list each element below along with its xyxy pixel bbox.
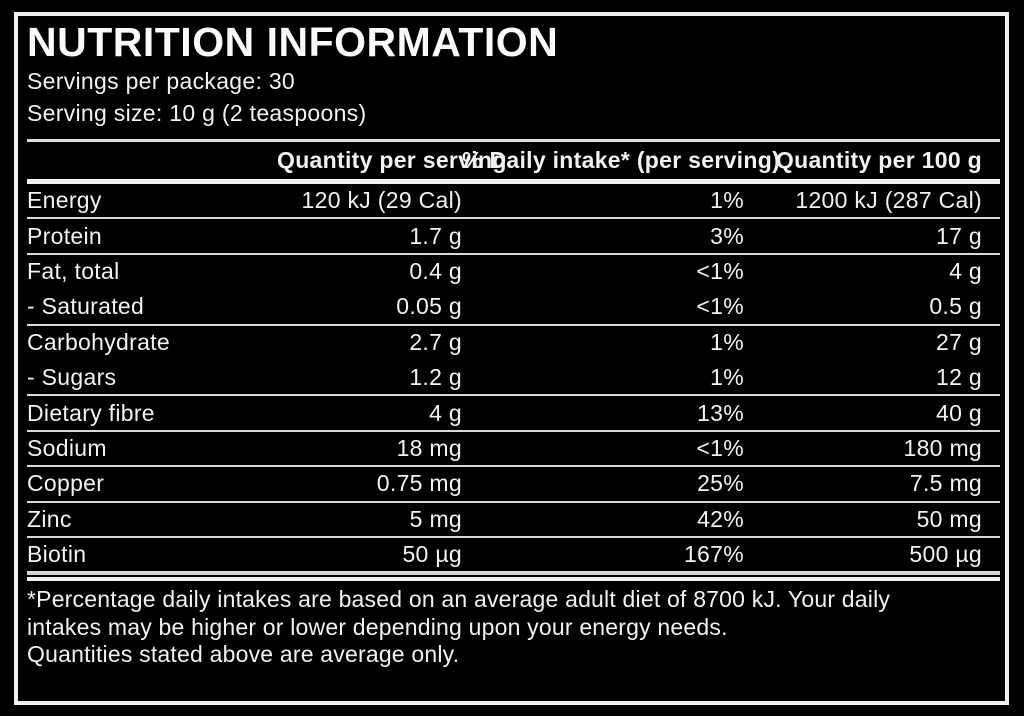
daily-intake-value: <1% [696,257,744,284]
quantity-per-100g-value: 7.5 mg [909,470,982,497]
column-header-quantity-per-100g: Quantity per 100 g [775,147,982,173]
column-header-quantity-per-serving: Quantity per serving [277,147,507,173]
quantity-per-100g-value: 17 g [936,222,982,249]
quantity-per-serving-value: 50 µg [402,541,462,568]
quantity-per-serving-value: 0.75 mg [376,470,462,497]
nutrient-name: Fat, total [27,257,120,284]
nutrition-label: NUTRITION INFORMATION Servings per packa… [14,12,1009,705]
quantity-per-serving-value: 120 kJ (29 Cal) [301,187,462,214]
nutrient-name: - Sugars [27,364,117,391]
footnote: *Percentage daily intakes are based on a… [27,586,891,668]
serving-size: Serving size: 10 g (2 teaspoons) [27,100,367,126]
daily-intake-value: 3% [710,222,744,249]
quantity-per-100g-value: 500 µg [909,541,982,568]
daily-intake-value: <1% [696,434,744,461]
quantity-per-serving-value: 1.2 g [409,364,462,391]
table-header: Quantity per serving % Daily intake* (pe… [27,142,1000,179]
table-end-rule-thin [27,573,1000,576]
table-row: Carbohydrate 2.7 g 1% 27 g [27,326,1000,361]
quantity-per-serving-value: 1.7 g [409,222,462,249]
quantity-per-100g-value: 40 g [936,399,982,426]
quantity-per-serving-value: 18 mg [396,434,462,461]
table-row: Zinc 5 mg 42% 50 mg [27,503,1000,538]
quantity-per-100g-value: 180 mg [903,434,982,461]
quantity-per-serving-value: 0.4 g [409,257,462,284]
header-bottom-rule [27,179,1000,184]
nutrient-name: - Saturated [27,293,145,320]
daily-intake-value: 25% [697,470,744,497]
table-row: Fat, total 0.4 g <1% 4 g [27,255,1000,290]
table-body: Energy 120 kJ (29 Cal) 1% 1200 kJ (287 C… [27,184,1000,574]
table-row: - Saturated 0.05 g <1% 0.5 g [27,290,1000,326]
nutrient-name: Protein [27,222,102,249]
table-end-rule [27,573,1000,582]
quantity-per-serving-value: 4 g [429,399,462,426]
nutrient-name: Energy [27,187,102,214]
table-end-rule-thick [27,577,1000,582]
quantity-per-serving-value: 2.7 g [409,328,462,355]
column-header-daily-intake: % Daily intake* (per serving) [462,147,781,173]
table-row: Energy 120 kJ (29 Cal) 1% 1200 kJ (287 C… [27,184,1000,220]
table-row: Copper 0.75 mg 25% 7.5 mg [27,467,1000,503]
table-row: Protein 1.7 g 3% 17 g [27,219,1000,255]
daily-intake-value: 1% [710,328,744,355]
table-row: Biotin 50 µg 167% 500 µg [27,538,1000,574]
daily-intake-value: 42% [697,505,744,532]
quantity-per-100g-value: 1200 kJ (287 Cal) [795,187,982,214]
quantity-per-100g-value: 4 g [949,257,982,284]
nutrient-name: Zinc [27,505,72,532]
nutrient-name: Dietary fibre [27,399,155,426]
nutrient-name: Sodium [27,434,107,461]
quantity-per-100g-value: 50 mg [916,505,982,532]
servings-per-package: Servings per package: 30 [27,68,296,94]
quantity-per-100g-value: 27 g [936,328,982,355]
nutrient-name: Copper [27,470,105,497]
quantity-per-100g-value: 0.5 g [929,293,982,320]
quantity-per-serving-value: 5 mg [409,505,462,532]
header-top-rule [27,139,1000,142]
daily-intake-value: 1% [710,187,744,214]
daily-intake-value: 13% [697,399,744,426]
daily-intake-value: 167% [683,541,744,568]
daily-intake-value: 1% [710,364,744,391]
nutrient-name: Biotin [27,541,87,568]
table-row: Dietary fibre 4 g 13% 40 g [27,396,1000,432]
quantity-per-serving-value: 0.05 g [396,293,462,320]
daily-intake-value: <1% [696,293,744,320]
nutrient-name: Carbohydrate [27,328,170,355]
table-row: - Sugars 1.2 g 1% 12 g [27,361,1000,397]
quantity-per-100g-value: 12 g [936,364,982,391]
column-header-nutrient [27,147,277,174]
table-row: Sodium 18 mg <1% 180 mg [27,432,1000,468]
page-title: NUTRITION INFORMATION [27,19,559,65]
